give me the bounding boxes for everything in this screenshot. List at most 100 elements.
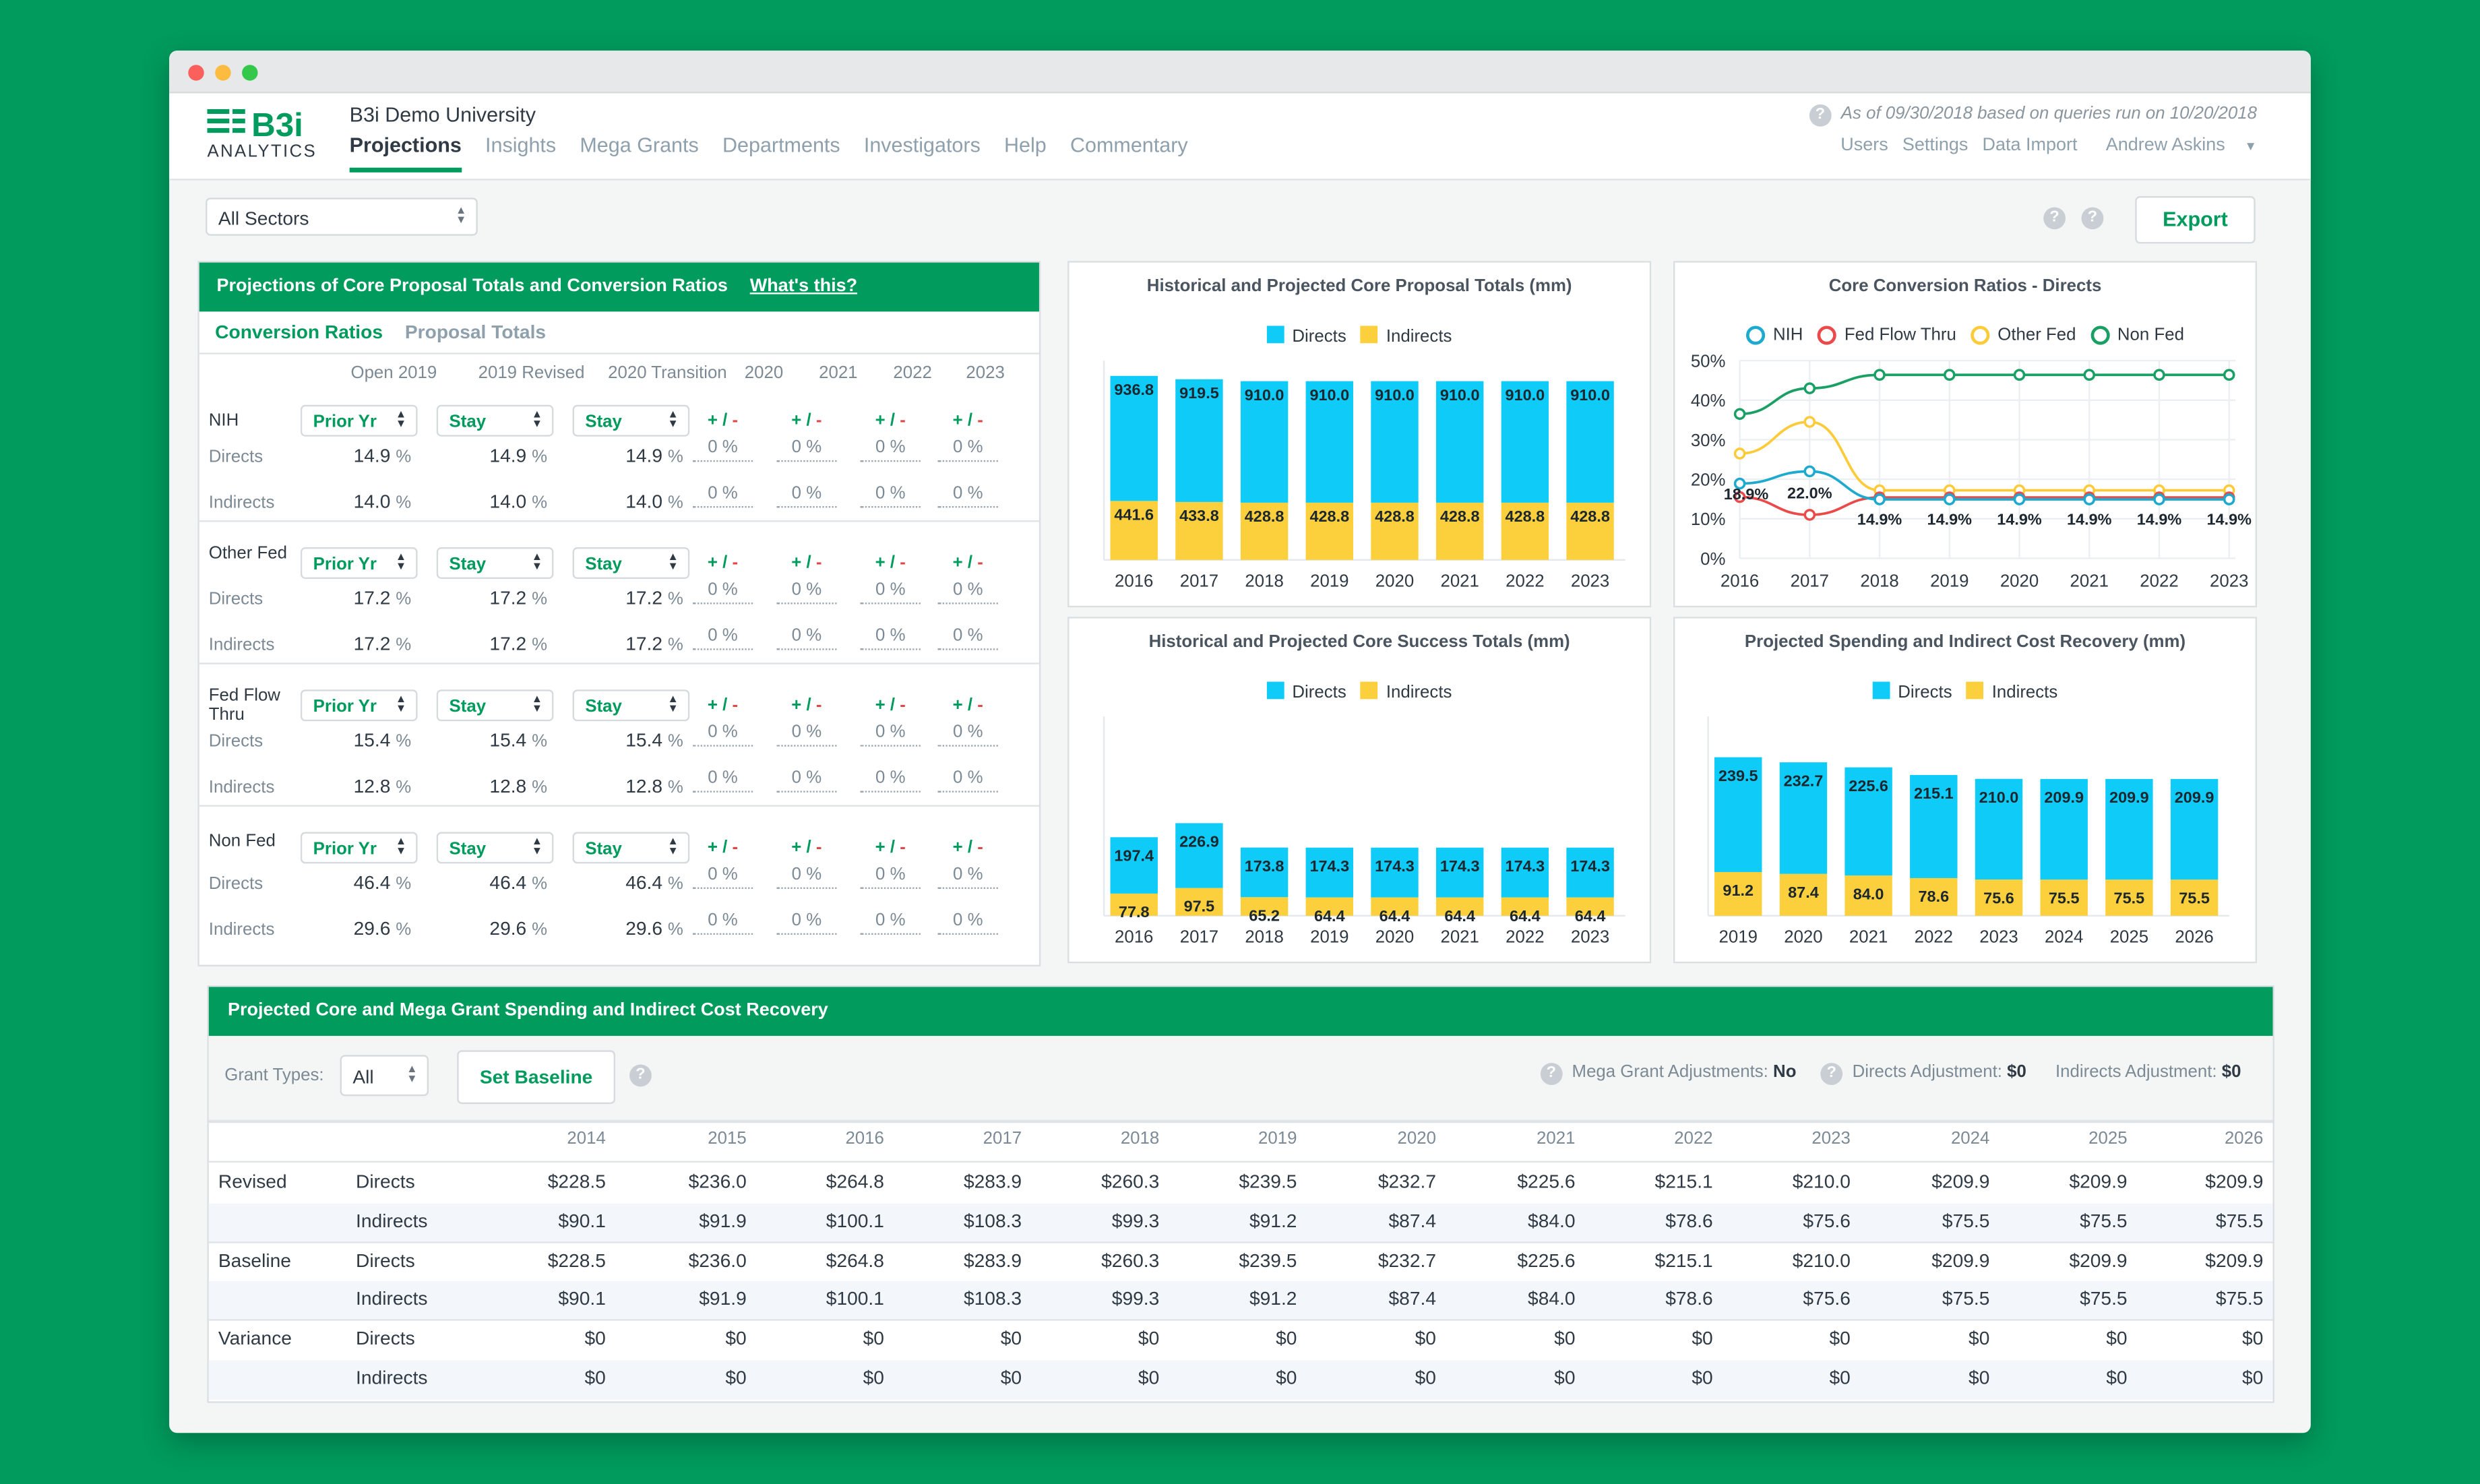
ratio-method-select[interactable]: Stay ▲ ▼: [572, 832, 690, 864]
adjust-toggle[interactable]: + / -: [952, 411, 983, 431]
adjust-percent-input[interactable]: 0 %: [937, 438, 998, 462]
ratio-value[interactable]: 12.8 %: [625, 774, 683, 797]
adjust-percent-input[interactable]: 0 %: [937, 865, 998, 889]
adjust-percent-input[interactable]: 0 %: [860, 626, 921, 650]
ratio-value[interactable]: 29.6 %: [625, 917, 683, 940]
adjust-percent-input[interactable]: 0 %: [776, 865, 837, 889]
ratio-method-select[interactable]: Prior Yr ▲ ▼: [300, 689, 418, 722]
ratio-value[interactable]: 14.9 %: [353, 444, 412, 467]
minimize-window-button[interactable]: [215, 65, 231, 81]
ratio-value[interactable]: 14.0 %: [353, 490, 412, 513]
adjust-toggle[interactable]: + / -: [952, 695, 983, 715]
settings-link[interactable]: Settings: [1902, 135, 1968, 155]
nav-tab-investigators[interactable]: Investigators: [863, 133, 981, 157]
ratio-method-select[interactable]: Stay ▲ ▼: [572, 689, 690, 722]
ratio-method-select[interactable]: Stay ▲ ▼: [572, 547, 690, 579]
adjust-toggle[interactable]: + / -: [952, 553, 983, 573]
adjust-toggle[interactable]: + / -: [875, 695, 906, 715]
adjust-percent-input[interactable]: 0 %: [937, 911, 998, 935]
ratio-method-select[interactable]: Stay ▲ ▼: [436, 689, 554, 722]
ratio-method-select[interactable]: Stay ▲ ▼: [436, 404, 554, 437]
maximize-window-button[interactable]: [242, 65, 258, 81]
b3i-logo[interactable]: B3i: [207, 106, 315, 141]
adjust-percent-input[interactable]: 0 %: [860, 865, 921, 889]
adjust-toggle[interactable]: + / -: [707, 553, 739, 573]
adjust-percent-input[interactable]: 0 %: [692, 911, 753, 935]
adjust-percent-input[interactable]: 0 %: [692, 865, 753, 889]
nav-tab-commentary[interactable]: Commentary: [1070, 133, 1188, 157]
adjust-percent-input[interactable]: 0 %: [860, 769, 921, 793]
adjust-percent-input[interactable]: 0 %: [860, 484, 921, 508]
nav-tab-mega-grants[interactable]: Mega Grants: [580, 133, 699, 157]
adjust-toggle[interactable]: + / -: [707, 695, 739, 715]
ratio-method-select[interactable]: Prior Yr ▲ ▼: [300, 547, 418, 579]
adjust-toggle[interactable]: + / -: [791, 695, 822, 715]
adjust-percent-input[interactable]: 0 %: [776, 769, 837, 793]
adjust-toggle[interactable]: + / -: [875, 838, 906, 858]
set-baseline-button[interactable]: Set Baseline: [457, 1050, 615, 1105]
adjust-percent-input[interactable]: 0 %: [860, 723, 921, 747]
adjust-percent-input[interactable]: 0 %: [860, 438, 921, 462]
ratio-value[interactable]: 17.2 %: [625, 586, 683, 609]
adjust-percent-input[interactable]: 0 %: [692, 769, 753, 793]
adjust-percent-input[interactable]: 0 %: [776, 438, 837, 462]
ratio-value[interactable]: 29.6 %: [489, 917, 548, 940]
user-menu[interactable]: Andrew Askins ▼: [2105, 135, 2258, 155]
adjust-percent-input[interactable]: 0 %: [692, 626, 753, 650]
ratio-value[interactable]: 14.9 %: [625, 444, 683, 467]
adjust-percent-input[interactable]: 0 %: [776, 484, 837, 508]
ratio-value[interactable]: 12.8 %: [353, 774, 412, 797]
whats-this-link[interactable]: What's this?: [749, 276, 858, 296]
adjust-percent-input[interactable]: 0 %: [776, 580, 837, 605]
adjust-percent-input[interactable]: 0 %: [860, 580, 921, 605]
help-icon[interactable]: ?: [1820, 1063, 1843, 1085]
ratio-value[interactable]: 17.2 %: [353, 632, 412, 655]
ratio-value[interactable]: 15.4 %: [489, 729, 548, 751]
tab-proposal-totals[interactable]: Proposal Totals: [404, 321, 547, 344]
data-import-link[interactable]: Data Import: [1982, 135, 2078, 155]
ratio-method-select[interactable]: Prior Yr ▲ ▼: [300, 404, 418, 437]
nav-tab-insights[interactable]: Insights: [485, 133, 557, 157]
ratio-method-select[interactable]: Prior Yr ▲ ▼: [300, 832, 418, 864]
adjust-toggle[interactable]: + / -: [791, 553, 822, 573]
export-button[interactable]: Export: [2135, 196, 2256, 244]
nav-tab-projections[interactable]: Projections: [349, 133, 462, 173]
ratio-method-select[interactable]: Stay ▲ ▼: [436, 832, 554, 864]
adjust-toggle[interactable]: + / -: [707, 411, 739, 431]
ratio-value[interactable]: 17.2 %: [489, 586, 548, 609]
ratio-value[interactable]: 46.4 %: [489, 871, 548, 894]
adjust-toggle[interactable]: + / -: [875, 411, 906, 431]
help-icon[interactable]: ?: [1540, 1063, 1563, 1085]
ratio-value[interactable]: 29.6 %: [353, 917, 412, 940]
adjust-percent-input[interactable]: 0 %: [692, 484, 753, 508]
adjust-percent-input[interactable]: 0 %: [776, 723, 837, 747]
sector-select[interactable]: All Sectors ▲ ▼: [206, 197, 478, 236]
adjust-percent-input[interactable]: 0 %: [937, 580, 998, 605]
ratio-method-select[interactable]: Stay ▲ ▼: [572, 404, 690, 437]
users-link[interactable]: Users: [1840, 135, 1888, 155]
adjust-percent-input[interactable]: 0 %: [776, 626, 837, 650]
adjust-toggle[interactable]: + / -: [791, 411, 822, 431]
help-icon[interactable]: ?: [629, 1064, 652, 1087]
adjust-percent-input[interactable]: 0 %: [776, 911, 837, 935]
adjust-percent-input[interactable]: 0 %: [692, 438, 753, 462]
ratio-value[interactable]: 12.8 %: [489, 774, 548, 797]
ratio-value[interactable]: 17.2 %: [353, 586, 412, 609]
ratio-value[interactable]: 46.4 %: [625, 871, 683, 894]
adjust-percent-input[interactable]: 0 %: [937, 626, 998, 650]
adjust-percent-input[interactable]: 0 %: [692, 580, 753, 605]
adjust-percent-input[interactable]: 0 %: [937, 484, 998, 508]
grant-types-select[interactable]: All ▲ ▼: [340, 1055, 429, 1096]
ratio-value[interactable]: 14.0 %: [625, 490, 683, 513]
nav-tab-help[interactable]: Help: [1004, 133, 1047, 157]
help-icon[interactable]: ?: [1809, 104, 1832, 127]
adjust-percent-input[interactable]: 0 %: [937, 769, 998, 793]
ratio-method-select[interactable]: Stay ▲ ▼: [436, 547, 554, 579]
tab-conversion-ratios[interactable]: Conversion Ratios: [215, 321, 383, 344]
nav-tab-departments[interactable]: Departments: [722, 133, 840, 157]
ratio-value[interactable]: 15.4 %: [625, 729, 683, 751]
help-icon[interactable]: ?: [2081, 207, 2104, 230]
adjust-toggle[interactable]: + / -: [952, 838, 983, 858]
ratio-value[interactable]: 46.4 %: [353, 871, 412, 894]
adjust-toggle[interactable]: + / -: [791, 838, 822, 858]
